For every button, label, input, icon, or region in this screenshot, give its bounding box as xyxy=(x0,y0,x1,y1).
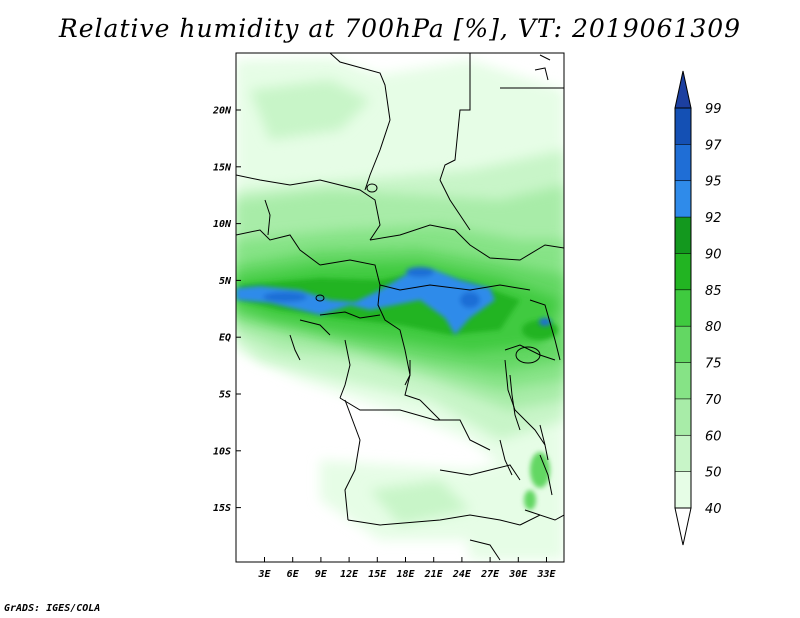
colorbar-level-label: 70 xyxy=(705,393,722,408)
colorbar-level-label: 75 xyxy=(705,357,722,372)
lat-tick-label: 15S xyxy=(213,503,231,514)
lat-tick-label: 20N xyxy=(212,106,232,117)
lat-tick-label: 10N xyxy=(213,219,232,230)
lat-tick-label: 10S xyxy=(213,446,231,457)
colorbar-segment xyxy=(675,217,691,254)
colorbar-segment xyxy=(675,326,691,363)
map-axes: 3E 6E 9E 12E 15E 18E 21E 24E 27E 30E 33E 20N 15N 10N 5… xyxy=(212,106,557,581)
software-credit: GrADS: IGES/COLA xyxy=(4,603,101,614)
colorbar-segment xyxy=(675,180,691,218)
colorbar-segment xyxy=(675,144,691,181)
colorbar-level-label: 92 xyxy=(705,211,722,226)
colorbar-level-label: 40 xyxy=(705,502,722,517)
colorbar: 40 50 60 70 75 80 85 90 92 95 97 99 xyxy=(674,70,722,546)
lat-tick-label: 5N xyxy=(219,276,232,287)
colorbar-segment xyxy=(675,435,691,472)
lon-tick-label: 6E xyxy=(287,569,300,580)
colorbar-level-label: 99 xyxy=(705,102,722,117)
lat-tick-label: 15N xyxy=(213,162,232,173)
lon-tick-label: 3E xyxy=(257,569,271,580)
colorbar-segment xyxy=(675,398,691,436)
colorbar-level-label: 95 xyxy=(705,175,722,190)
humidity-field xyxy=(236,58,564,560)
lon-tick-label: 9E xyxy=(315,569,328,580)
colorbar-level-label: 97 xyxy=(705,138,722,153)
colorbar-level-label: 50 xyxy=(705,466,722,481)
colorbar-level-label: 80 xyxy=(705,320,722,335)
map-frame xyxy=(235,52,565,563)
lon-tick-label: 21E xyxy=(424,569,444,580)
colorbar-top-arrow xyxy=(674,70,692,109)
colorbar-level-label: 60 xyxy=(705,429,722,444)
country-borders xyxy=(236,53,564,561)
lon-tick-label: 30E xyxy=(508,569,528,580)
lakes xyxy=(315,183,549,461)
colorbar-bottom-arrow xyxy=(674,507,692,546)
colorbar-segment xyxy=(675,253,691,290)
lon-tick-label: 12E xyxy=(340,569,359,580)
colorbar-level-label: 85 xyxy=(705,284,722,299)
colorbar-level-label: 90 xyxy=(705,247,722,262)
map-title: Relative humidity at 700hPa [%], VT: 201… xyxy=(58,14,742,43)
lat-tick-label: EQ xyxy=(219,333,231,344)
colorbar-segment xyxy=(675,362,691,399)
lon-tick-label: 15E xyxy=(368,569,387,580)
lon-tick-label: 24E xyxy=(452,569,472,580)
lon-tick-label: 27E xyxy=(480,569,500,580)
lon-tick-label: 33E xyxy=(536,569,556,580)
colorbar-segment xyxy=(675,471,691,508)
lon-tick-label: 18E xyxy=(396,569,415,580)
colorbar-segment xyxy=(675,108,691,145)
colorbar-segment xyxy=(675,289,691,327)
lat-tick-label: 5S xyxy=(219,390,231,401)
